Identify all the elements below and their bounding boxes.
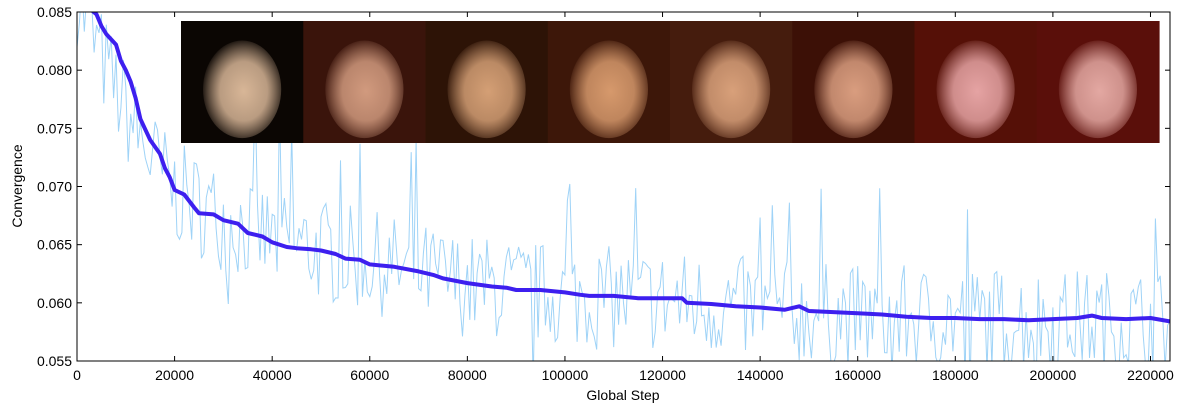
x-tick-label: 40000	[253, 367, 292, 383]
x-tick-label: 140000	[737, 367, 784, 383]
x-tick-label: 200000	[1030, 367, 1077, 383]
y-tick-label: 0.065	[37, 237, 72, 253]
y-axis-ticks: 0.055 0.060 0.065 0.070 0.075 0.080 0.085	[37, 4, 1170, 369]
smoothed-convergence-line	[90, 12, 1170, 324]
face-shape-3	[447, 40, 526, 139]
face-shape-2	[325, 40, 404, 139]
y-tick-label: 0.055	[37, 353, 72, 369]
y-tick-label: 0.085	[37, 4, 72, 20]
y-axis-label: Convergence	[9, 144, 25, 227]
x-tick-label: 120000	[639, 367, 686, 383]
x-tick-label: 180000	[932, 367, 979, 383]
face-shape-1	[203, 40, 282, 139]
x-tick-label: 160000	[834, 367, 881, 383]
raw-convergence-line	[77, 12, 1170, 361]
x-tick-label: 20000	[155, 367, 194, 383]
face-shape-8	[1058, 40, 1137, 139]
face-shape-7	[936, 40, 1015, 139]
x-tick-label: 80000	[448, 367, 487, 383]
y-tick-label: 0.075	[37, 120, 72, 136]
x-axis-label: Global Step	[586, 387, 659, 403]
generated-faces-inset	[181, 21, 1160, 143]
x-tick-label: 60000	[350, 367, 389, 383]
x-tick-label: 0	[73, 367, 81, 383]
x-tick-label: 220000	[1127, 367, 1174, 383]
x-axis-ticks: 0 20000 40000 60000 80000 100000 120000 140000 1…	[73, 12, 1174, 383]
smoothed-series-layer	[90, 12, 1170, 324]
raw-series-layer	[77, 12, 1170, 361]
face-shape-4	[569, 40, 649, 139]
y-tick-label: 0.070	[37, 179, 72, 195]
y-tick-label: 0.080	[37, 62, 72, 78]
face-shape-5	[692, 40, 771, 139]
x-tick-label: 100000	[542, 367, 589, 383]
y-tick-label: 0.060	[37, 295, 72, 311]
face-shape-6	[814, 40, 893, 139]
